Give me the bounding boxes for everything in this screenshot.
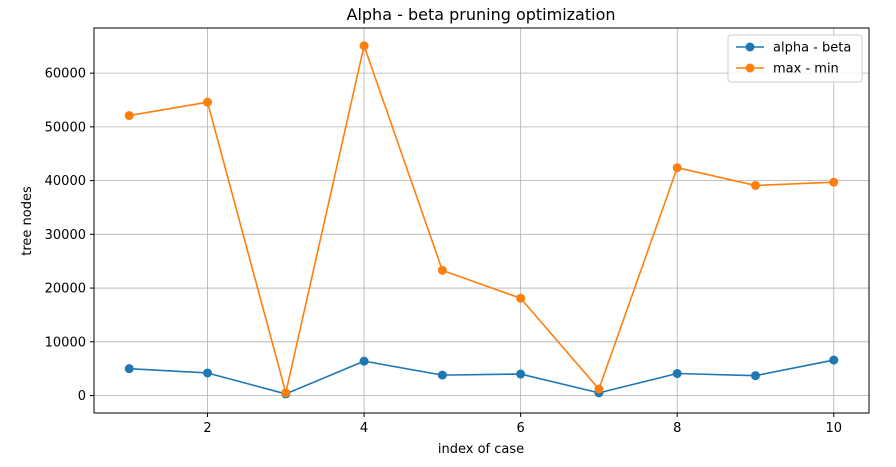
x-tick-label: 4	[360, 421, 368, 436]
x-tick-label: 6	[517, 421, 525, 436]
data-point	[516, 293, 526, 303]
data-point	[437, 265, 447, 275]
data-point	[750, 371, 760, 381]
data-point	[672, 163, 682, 173]
y-axis-label: tree nodes	[20, 186, 35, 256]
data-point	[672, 369, 682, 379]
y-tick-label: 40000	[45, 174, 86, 189]
series-line	[129, 44, 834, 394]
data-point	[516, 369, 526, 379]
legend-entry: alpha - beta	[736, 41, 851, 56]
y-tick-label: 20000	[45, 282, 86, 297]
data-point	[203, 97, 213, 107]
data-point	[124, 111, 134, 121]
series-1	[124, 355, 839, 399]
x-tick-label: 8	[673, 421, 681, 436]
plot-frame	[93, 27, 870, 414]
grid	[94, 28, 869, 413]
series-layer	[124, 41, 839, 399]
y-axis: 0 10000 20000 30000 40000 50000 60000	[45, 67, 94, 404]
y-tick-label: 50000	[45, 120, 86, 135]
data-point	[281, 388, 291, 398]
series-line	[129, 359, 834, 395]
data-point	[829, 355, 839, 365]
data-point	[124, 364, 134, 374]
x-tick-label: 2	[203, 421, 211, 436]
legend: alpha - beta max - min	[727, 34, 863, 83]
x-axis: 2 4 6 8 10	[203, 413, 842, 436]
data-point	[359, 41, 369, 51]
y-tick-label: 30000	[45, 228, 86, 243]
chart-title: Alpha - beta pruning optimization	[347, 5, 616, 24]
legend-entry: max - min	[736, 62, 839, 77]
legend-label: alpha - beta	[773, 41, 851, 56]
legend-marker	[745, 63, 755, 73]
data-point	[750, 180, 760, 190]
data-point	[594, 384, 604, 394]
x-axis-label: index of case	[438, 442, 524, 457]
y-tick-label: 10000	[45, 335, 86, 350]
data-point	[437, 370, 447, 380]
series-2	[124, 41, 839, 398]
legend-marker	[745, 42, 755, 52]
x-tick-label: 10	[825, 421, 842, 436]
data-point	[203, 368, 213, 378]
y-tick-label: 60000	[45, 67, 86, 82]
data-point	[359, 356, 369, 366]
data-point	[829, 177, 839, 187]
legend-label: max - min	[773, 62, 839, 77]
y-tick-label: 0	[78, 389, 86, 404]
